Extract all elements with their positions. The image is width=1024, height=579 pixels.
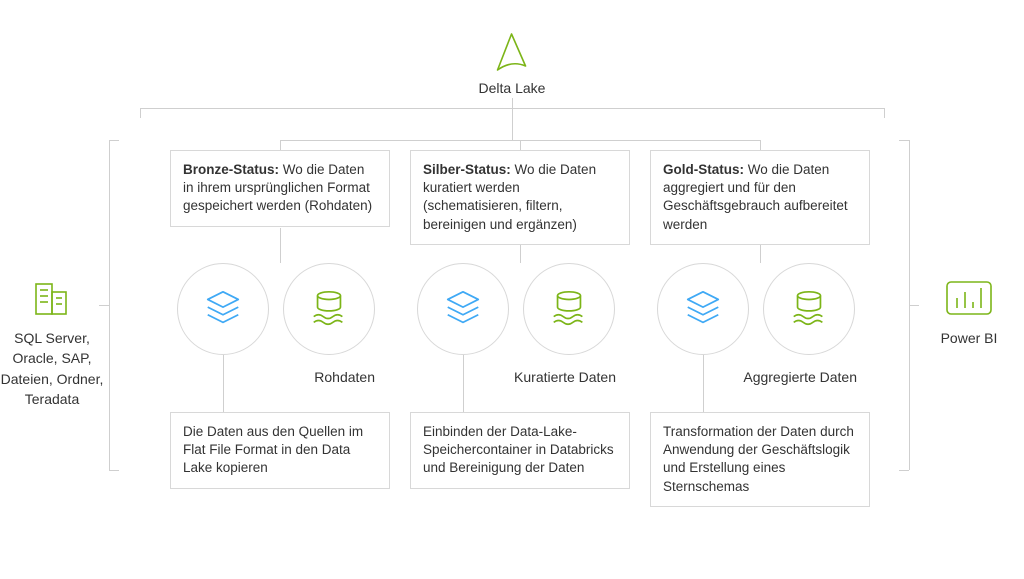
top-bracket-notch-left — [140, 108, 141, 118]
process-conn-1 — [223, 355, 224, 412]
process-conn-2 — [463, 355, 464, 412]
process-text: Die Daten aus den Quellen im Flat File F… — [183, 424, 363, 475]
database-lake-icon — [548, 288, 590, 330]
layers-icon — [202, 288, 244, 330]
status-title: Bronze-Status: — [183, 162, 279, 177]
process-text: Einbinden der Data-Lake-Speichercontaine… — [423, 424, 614, 475]
database-circle — [763, 263, 855, 355]
three-col-conn-1 — [280, 140, 281, 150]
status-box-gold: Gold-Status: Wo die Daten aggregiert und… — [650, 150, 870, 245]
database-circle — [283, 263, 375, 355]
status-conn-1 — [280, 228, 281, 263]
process-conn-3 — [703, 355, 704, 412]
status-box-silver: Silber-Status: Wo die Daten kuratiert we… — [410, 150, 630, 245]
layers-circle — [657, 263, 749, 355]
layers-icon — [442, 288, 484, 330]
three-col-conn-2 — [520, 140, 521, 150]
status-title: Silber-Status: — [423, 162, 511, 177]
layers-circle — [177, 263, 269, 355]
delta-lake-header: Delta Lake — [479, 30, 546, 96]
source-block: SQL Server, Oracle, SAP, Dateien, Ordner… — [0, 278, 104, 409]
pair-label-aggregierte: Aggregierte Daten — [712, 369, 857, 385]
left-bracket-bar — [109, 140, 110, 470]
status-title: Gold-Status: — [663, 162, 744, 177]
process-box-2: Einbinden der Data-Lake-Speichercontaine… — [410, 412, 630, 489]
left-bracket-notch-bot — [109, 470, 119, 471]
layers-icon — [682, 288, 724, 330]
powerbi-icon — [943, 278, 995, 318]
three-col-conn-3 — [760, 140, 761, 150]
buildings-icon — [30, 278, 74, 318]
database-circle — [523, 263, 615, 355]
delta-lake-icon — [490, 30, 534, 74]
source-text: SQL Server, Oracle, SAP, Dateien, Ordner… — [0, 328, 104, 409]
right-bracket-notch-bot — [899, 470, 909, 471]
right-bracket-notch-top — [899, 140, 909, 141]
pair-label-kuratierte: Kuratierte Daten — [476, 369, 616, 385]
top-bracket-stem — [512, 108, 513, 140]
powerbi-text: Power BI — [914, 328, 1024, 348]
status-box-bronze: Bronze-Status: Wo die Daten in ihrem urs… — [170, 150, 390, 227]
top-bracket-notch-right — [884, 108, 885, 118]
process-box-3: Transformation der Daten durch Anwendung… — [650, 412, 870, 507]
process-box-1: Die Daten aus den Quellen im Flat File F… — [170, 412, 390, 489]
pair-label-rohdaten: Rohdaten — [275, 369, 375, 385]
top-bracket-stem-up — [512, 98, 513, 108]
process-text: Transformation der Daten durch Anwendung… — [663, 424, 854, 494]
powerbi-block: Power BI — [914, 278, 1024, 348]
left-bracket-notch-top — [109, 140, 119, 141]
database-lake-icon — [308, 288, 350, 330]
layers-circle — [417, 263, 509, 355]
database-lake-icon — [788, 288, 830, 330]
delta-lake-label: Delta Lake — [479, 80, 546, 96]
